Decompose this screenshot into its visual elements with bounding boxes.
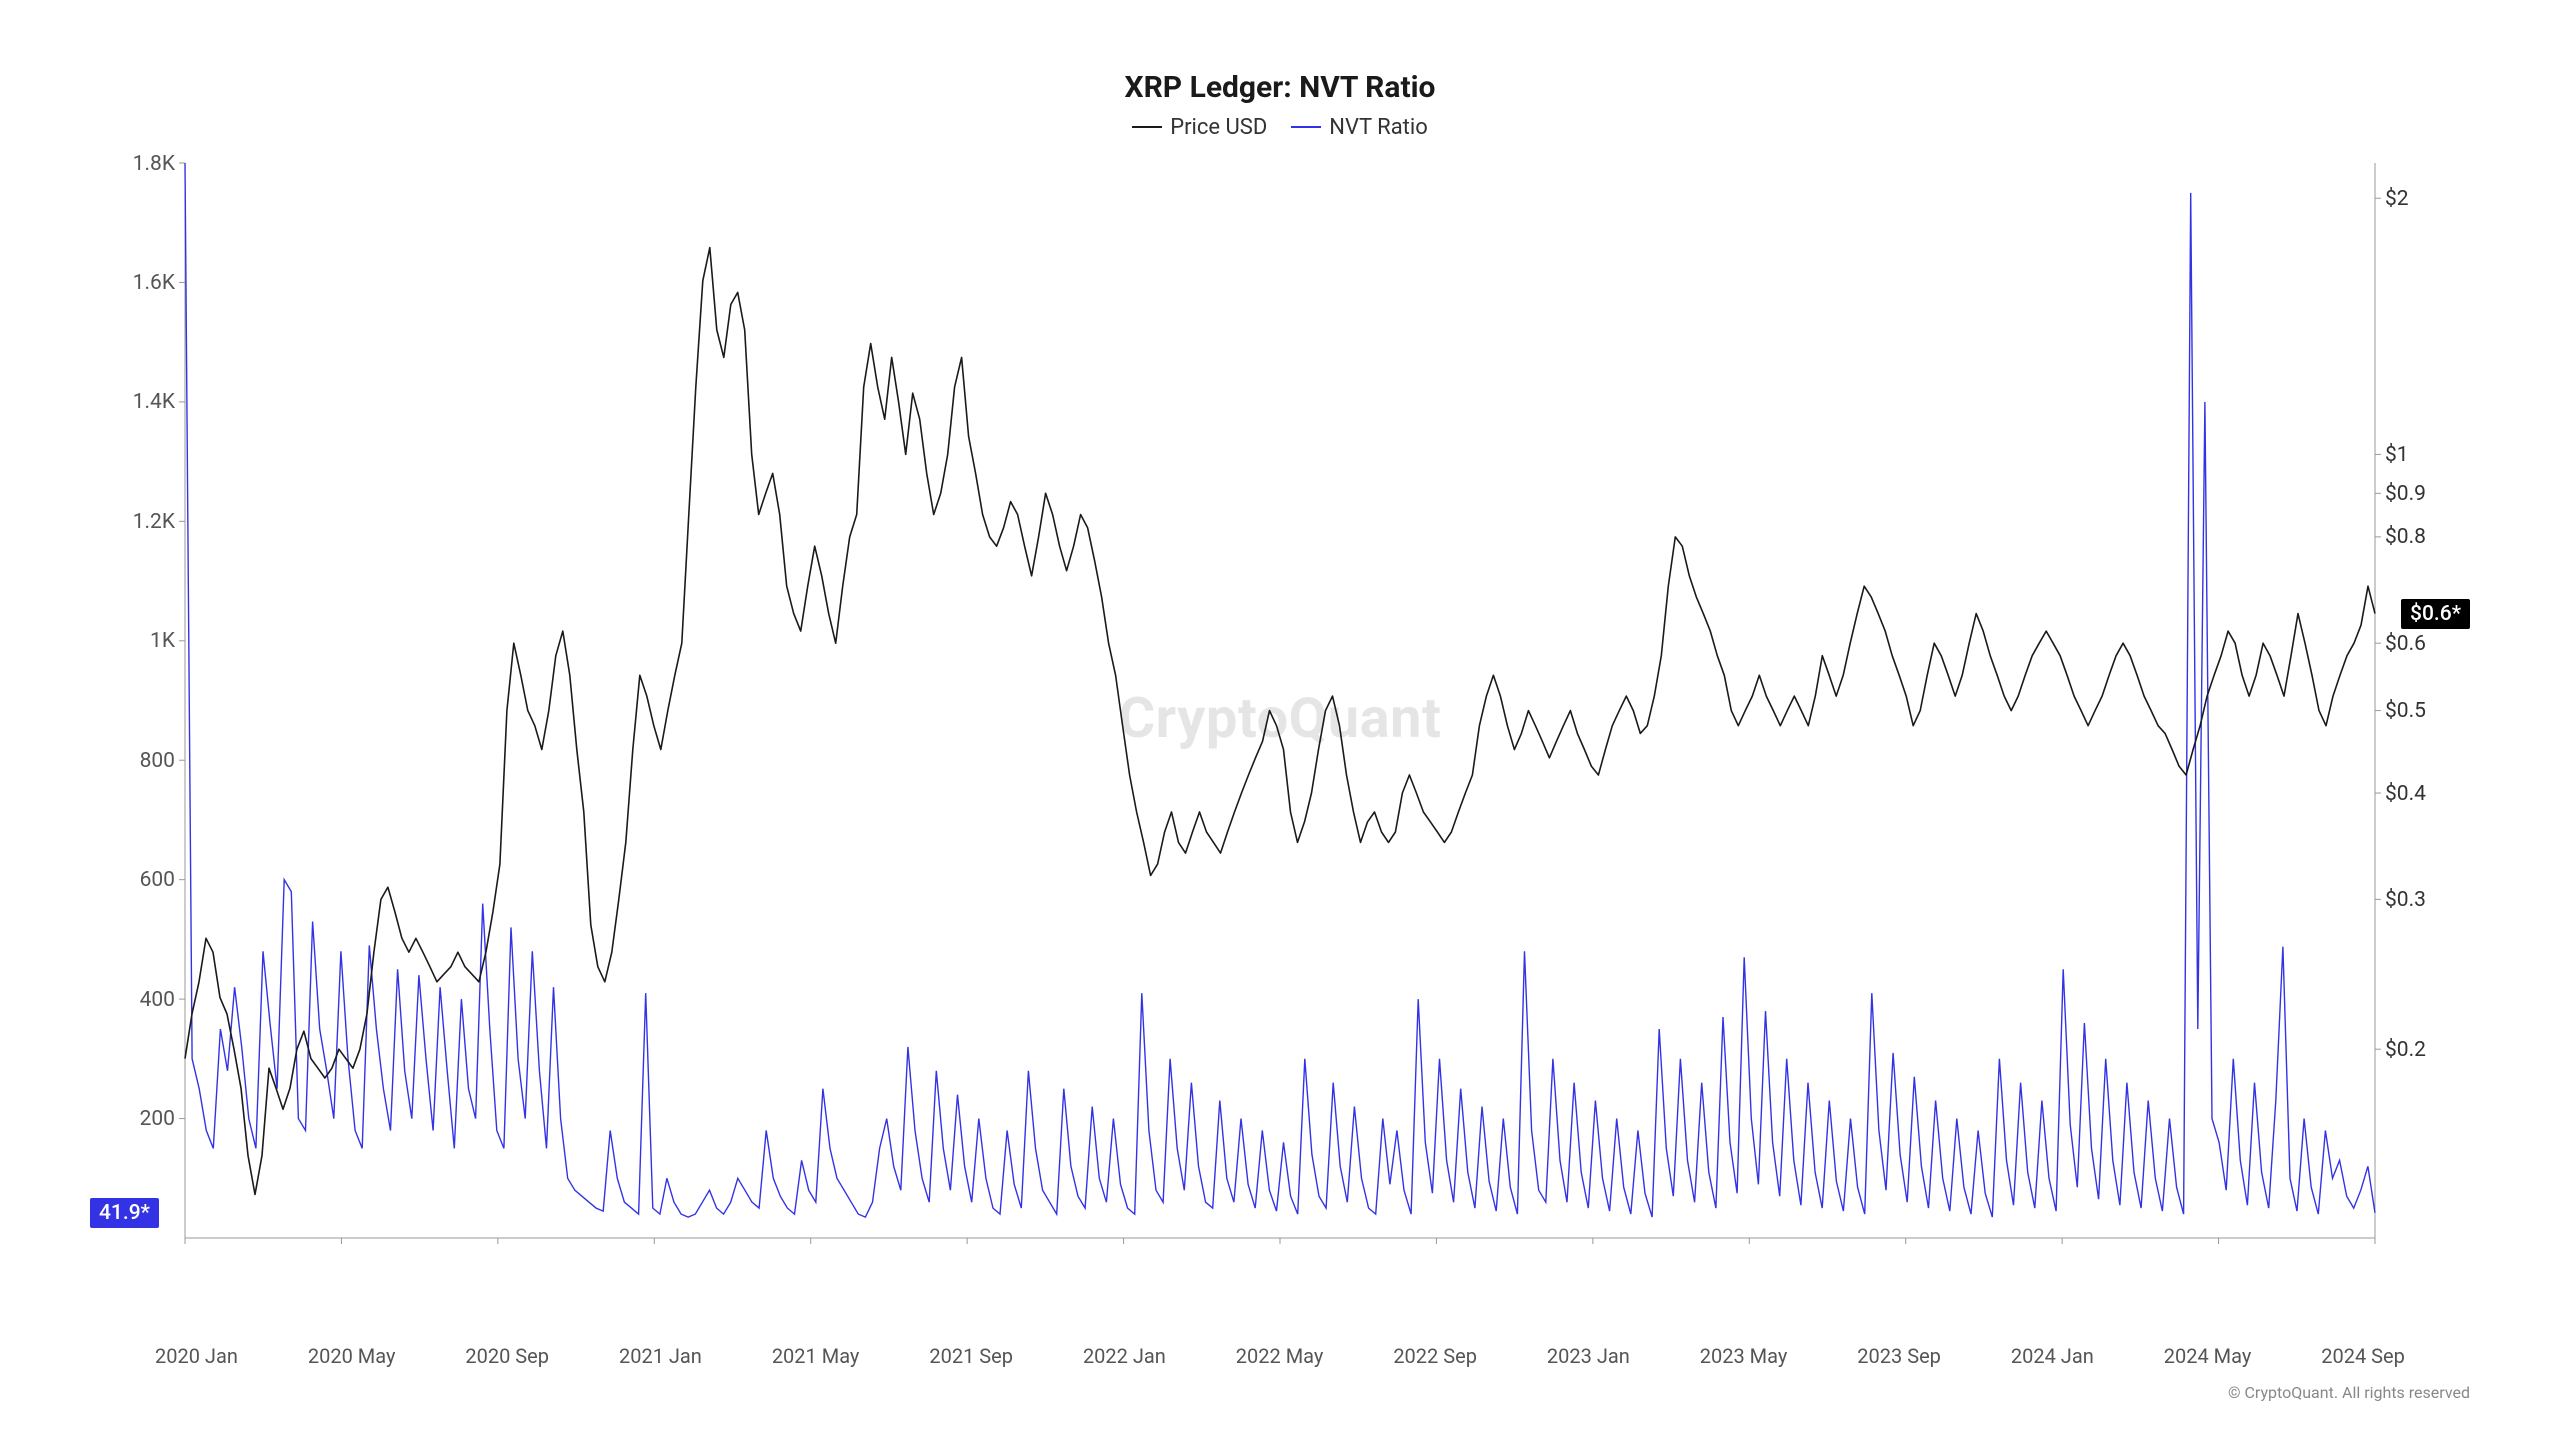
- legend-item-nvt: NVT Ratio: [1291, 115, 1427, 140]
- x-tick-label: 2024 Jan: [2011, 1344, 2094, 1368]
- left-tick-label: 1.2K: [133, 510, 175, 534]
- x-tick-label: 2020 Jan: [155, 1344, 238, 1368]
- left-axis-badge: 41.9*: [90, 1198, 159, 1228]
- chart-container: XRP Ledger: NVT Ratio Price USD NVT Rati…: [60, 30, 2500, 1410]
- left-tick-label: 400: [140, 988, 175, 1012]
- plot-area: CryptoQuant 2004006008001K1.2K1.4K1.6K1.…: [90, 158, 2470, 1278]
- x-tick-label: 2021 May: [772, 1344, 860, 1368]
- footer-copyright: © CryptoQuant. All rights reserved: [2228, 1383, 2470, 1402]
- left-tick-label: 200: [140, 1107, 175, 1131]
- x-tick-label: 2023 May: [1700, 1344, 1788, 1368]
- right-tick-label: $0.4: [2385, 782, 2426, 806]
- x-axis-labels: 2020 Jan 2020 May 2020 Sep 2021 Jan 2021 May…: [155, 1344, 2405, 1368]
- x-tick-label: 2023 Jan: [1547, 1344, 1630, 1368]
- left-tick-label: 1.8K: [133, 152, 175, 176]
- x-tick-label: 2021 Sep: [929, 1344, 1013, 1368]
- x-tick-label: 2020 Sep: [465, 1344, 549, 1368]
- right-tick-label: $1: [2385, 443, 2409, 467]
- legend-swatch-nvt: [1291, 126, 1321, 128]
- left-tick-label: 800: [140, 749, 175, 773]
- legend-label-nvt: NVT Ratio: [1329, 115, 1427, 140]
- x-tick-label: 2022 Sep: [1393, 1344, 1477, 1368]
- right-tick-label: $0.5: [2385, 699, 2426, 723]
- legend-item-price: Price USD: [1132, 115, 1267, 140]
- x-tick-label: 2024 Sep: [2321, 1344, 2405, 1368]
- right-tick-label: $0.6: [2385, 632, 2426, 656]
- right-tick-label: $0.8: [2385, 525, 2426, 549]
- left-tick-label: 1.4K: [133, 390, 175, 414]
- x-tick-label: 2024 May: [2164, 1344, 2252, 1368]
- chart-title: XRP Ledger: NVT Ratio: [90, 70, 2470, 105]
- legend-swatch-price: [1132, 126, 1162, 128]
- right-tick-label: $2: [2385, 187, 2409, 211]
- x-tick-label: 2023 Sep: [1857, 1344, 1941, 1368]
- x-tick-label: 2020 May: [308, 1344, 396, 1368]
- right-tick-label: $0.3: [2385, 888, 2426, 912]
- x-tick-label: 2021 Jan: [619, 1344, 702, 1368]
- left-tick-label: 1K: [150, 629, 175, 653]
- x-tick-label: 2022 Jan: [1083, 1344, 1166, 1368]
- plot-svg: [90, 158, 2470, 1278]
- legend: Price USD NVT Ratio: [90, 113, 2470, 140]
- x-tick-label: 2022 May: [1236, 1344, 1324, 1368]
- right-tick-label: $0.2: [2385, 1038, 2426, 1062]
- left-tick-label: 1.6K: [133, 271, 175, 295]
- left-tick-label: 600: [140, 868, 175, 892]
- right-axis-badge: $0.6*: [2401, 599, 2470, 629]
- legend-label-price: Price USD: [1170, 115, 1267, 140]
- right-tick-label: $0.9: [2385, 482, 2426, 506]
